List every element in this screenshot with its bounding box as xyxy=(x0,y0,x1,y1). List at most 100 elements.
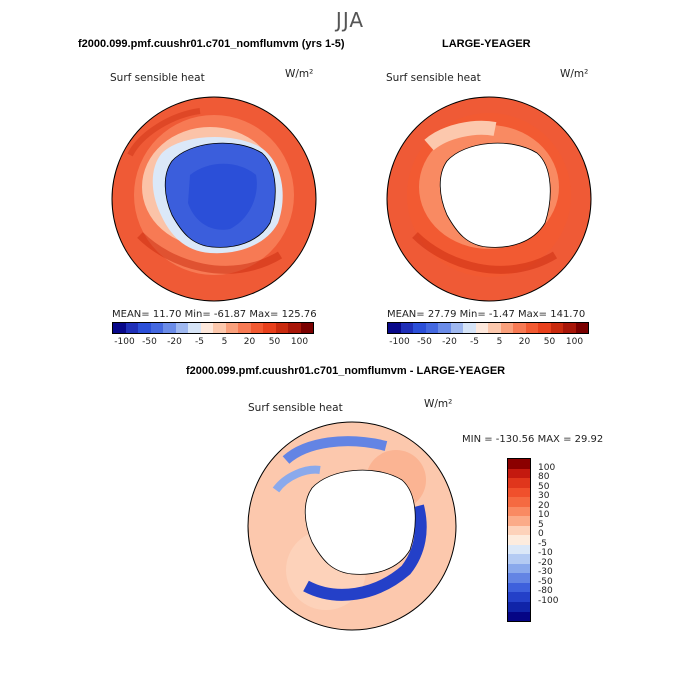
top-left-variable: Surf sensible heat xyxy=(110,72,205,84)
top-left-colorbar xyxy=(112,322,314,334)
colorbar-tick-label: 20 xyxy=(518,337,531,347)
colorbar-swatch xyxy=(508,525,530,536)
colorbar-swatch xyxy=(288,323,301,333)
colorbar-swatch xyxy=(508,535,530,545)
bottom-variable: Surf sensible heat xyxy=(248,402,343,414)
colorbar-tick-label: -50 xyxy=(538,576,553,587)
colorbar-swatch xyxy=(508,573,530,583)
colorbar-swatch xyxy=(275,323,288,333)
colorbar-tick-label: 50 xyxy=(538,481,550,492)
colorbar-swatch xyxy=(475,323,488,333)
colorbar-swatch xyxy=(213,323,226,333)
colorbar-swatch xyxy=(225,323,238,333)
colorbar-swatch xyxy=(388,323,401,333)
top-right-title: LARGE-YEAGER xyxy=(442,38,531,50)
colorbar-swatch xyxy=(508,544,530,555)
colorbar-tick-label: 0 xyxy=(538,529,544,540)
colorbar-tick-label: -30 xyxy=(538,567,553,578)
colorbar-swatch xyxy=(513,323,526,333)
top-right-variable: Surf sensible heat xyxy=(386,72,481,84)
colorbar-tick-label: -50 xyxy=(417,337,432,347)
colorbar-tick-label: -20 xyxy=(167,337,182,347)
colorbar-swatch xyxy=(508,506,530,517)
colorbar-tick-label: 50 xyxy=(543,337,556,347)
colorbar-swatch xyxy=(550,323,563,333)
colorbar-swatch xyxy=(508,582,530,593)
colorbar-swatch xyxy=(538,323,551,333)
top-left-units: W/m² xyxy=(285,68,314,80)
colorbar-swatch xyxy=(508,554,530,564)
colorbar-swatch xyxy=(525,323,538,333)
colorbar-swatch xyxy=(250,323,263,333)
colorbar-tick-label: 5 xyxy=(538,519,544,530)
colorbar-tick-label: -50 xyxy=(142,337,157,347)
colorbar-tick-label: 80 xyxy=(538,472,550,483)
colorbar-swatch xyxy=(463,323,476,333)
colorbar-swatch xyxy=(125,323,138,333)
colorbar-swatch xyxy=(300,323,313,333)
colorbar-swatch xyxy=(508,468,530,479)
colorbar-swatch xyxy=(163,323,176,333)
bottom-title: f2000.099.pmf.cuushr01.c701_nomflumvm - … xyxy=(186,365,506,377)
top-right-units: W/m² xyxy=(560,68,589,80)
colorbar-tick-label: 30 xyxy=(538,491,550,502)
colorbar-swatch xyxy=(175,323,188,333)
colorbar-swatch xyxy=(508,478,530,488)
colorbar-tick-label: 100 xyxy=(538,462,556,473)
bottom-units: W/m² xyxy=(424,398,453,410)
colorbar-swatch xyxy=(488,323,501,333)
colorbar-tick-label: -100 xyxy=(538,595,559,606)
colorbar-tick-label: -5 xyxy=(538,538,547,549)
colorbar-swatch xyxy=(113,323,126,333)
colorbar-tick-label: 50 xyxy=(268,337,281,347)
colorbar-swatch xyxy=(438,323,451,333)
colorbar-tick-label: 20 xyxy=(538,500,550,511)
colorbar-swatch xyxy=(508,601,530,612)
bottom-stats: MIN = -130.56 MAX = 29.92 xyxy=(462,434,604,445)
colorbar-tick-label: -5 xyxy=(470,337,479,347)
colorbar-swatch xyxy=(238,323,251,333)
colorbar-swatch xyxy=(500,323,513,333)
colorbar-swatch xyxy=(508,592,530,602)
colorbar-tick-label: -100 xyxy=(389,337,410,347)
colorbar-tick-label: -80 xyxy=(538,586,553,597)
top-right-colorbar xyxy=(387,322,589,334)
bottom-colorbar xyxy=(507,458,531,622)
colorbar-swatch xyxy=(188,323,201,333)
colorbar-swatch xyxy=(413,323,426,333)
colorbar-tick-label: -5 xyxy=(195,337,204,347)
colorbar-swatch xyxy=(563,323,576,333)
colorbar-tick-label: 10 xyxy=(538,510,550,521)
colorbar-swatch xyxy=(575,323,588,333)
top-left-title: f2000.099.pmf.cuushr01.c701_nomflumvm (y… xyxy=(78,38,345,50)
colorbar-swatch xyxy=(138,323,151,333)
colorbar-tick-label: 100 xyxy=(290,337,309,347)
colorbar-tick-label: 5 xyxy=(221,337,228,347)
colorbar-tick-label: -20 xyxy=(442,337,457,347)
colorbar-swatch xyxy=(450,323,463,333)
colorbar-swatch xyxy=(150,323,163,333)
colorbar-tick-label: -10 xyxy=(538,548,553,559)
colorbar-tick-label: 5 xyxy=(496,337,503,347)
colorbar-swatch xyxy=(200,323,213,333)
colorbar-swatch xyxy=(508,497,530,507)
top-right-map xyxy=(386,96,592,302)
colorbar-swatch xyxy=(425,323,438,333)
top-left-stats: MEAN= 11.70 Min= -61.87 Max= 125.76 xyxy=(112,309,317,320)
colorbar-swatch xyxy=(508,563,530,574)
colorbar-swatch xyxy=(508,459,530,469)
colorbar-tick-label: -20 xyxy=(538,557,553,568)
colorbar-tick-label: -100 xyxy=(114,337,135,347)
top-right-stats: MEAN= 27.79 Min= -1.47 Max= 141.70 xyxy=(387,309,586,320)
colorbar-swatch xyxy=(508,611,530,622)
colorbar-tick-label: 20 xyxy=(243,337,256,347)
colorbar-swatch xyxy=(508,487,530,498)
bottom-colorbar-labels: 100 80 50 30 20 10 5 0 -5 -10 -20 -30 -50 -80 -100 xyxy=(538,458,578,620)
colorbar-swatch xyxy=(400,323,413,333)
bottom-map xyxy=(247,421,457,631)
colorbar-swatch xyxy=(508,516,530,526)
top-left-map xyxy=(111,96,317,302)
season-title: JJA xyxy=(335,8,365,32)
colorbar-tick-label: 100 xyxy=(565,337,584,347)
colorbar-swatch xyxy=(263,323,276,333)
